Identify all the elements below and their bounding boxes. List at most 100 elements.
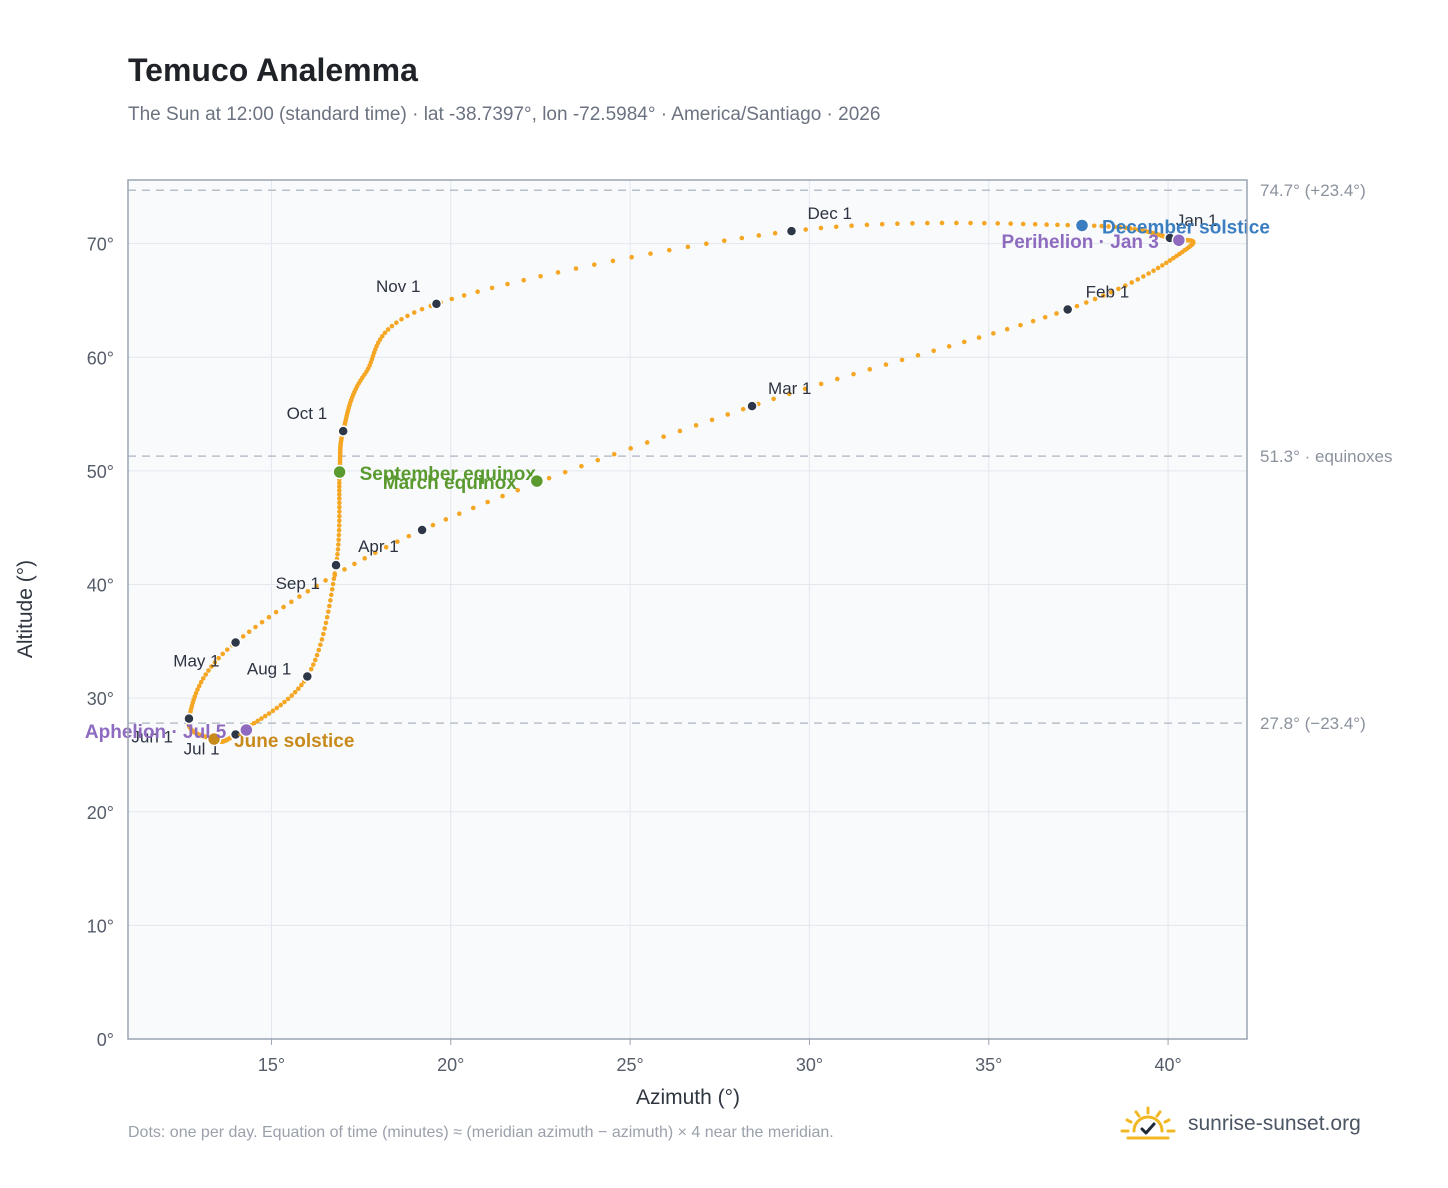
daily-sun-dot (925, 220, 930, 226)
month-label: Jan 1 (1176, 211, 1218, 230)
month-label: Aug 1 (247, 660, 291, 679)
daily-sun-dot (216, 655, 221, 661)
daily-sun-dot (337, 464, 343, 470)
daily-sun-dot (337, 448, 343, 453)
daily-sun-dot (818, 225, 824, 231)
daily-sun-dot (1004, 326, 1010, 332)
daily-sun-dot (215, 738, 221, 744)
daily-sun-dot (337, 449, 343, 455)
daily-sun-dot (289, 693, 295, 698)
daily-sun-dot (274, 705, 280, 711)
daily-sun-dot (281, 604, 286, 610)
daily-sun-dot (406, 533, 412, 539)
daily-sun-dot (1141, 274, 1146, 279)
daily-sun-dot (336, 527, 342, 533)
daily-sun-dot (365, 366, 371, 371)
daily-sun-dot (1074, 303, 1080, 309)
daily-sun-dot (337, 451, 343, 457)
daily-sun-dot (316, 647, 322, 653)
daily-sun-dot (233, 731, 239, 737)
daily-sun-dot (221, 738, 227, 744)
daily-sun-dot (218, 739, 223, 744)
daily-sun-dot (521, 277, 526, 283)
daily-sun-dot (1186, 244, 1192, 250)
daily-sun-dot (224, 647, 230, 652)
daily-sun-dot (1191, 240, 1196, 245)
daily-sun-dot (338, 439, 344, 444)
daily-sun-dot (253, 624, 258, 630)
daily-sun-dot (327, 603, 332, 609)
daily-sun-dot (337, 480, 342, 486)
event-marker (1074, 218, 1090, 233)
month-marker (1061, 303, 1074, 316)
daily-sun-dot (337, 461, 343, 467)
daily-sun-dot (191, 729, 196, 734)
daily-sun-dot (1179, 237, 1184, 242)
daily-sun-dot (208, 735, 214, 741)
daily-sun-dot (1030, 318, 1036, 324)
daily-sun-dot (1044, 222, 1049, 227)
daily-sun-dot (337, 455, 343, 460)
daily-sun-dot (895, 221, 900, 226)
daily-sun-dot (756, 233, 762, 238)
daily-sun-dot (329, 592, 334, 598)
daily-sun-dot (573, 266, 579, 271)
month-markers: Jan 1 Feb 1 Mar 1 Apr 1 May 1 Jun 1 Jul 1 Aug 1… (131, 204, 1217, 758)
daily-sun-dot (419, 306, 425, 312)
daily-sun-dot (592, 262, 597, 267)
daily-sun-dot (199, 733, 204, 738)
daily-sun-dot (336, 542, 341, 547)
daily-sun-dot (343, 416, 349, 421)
daily-sun-dot (666, 247, 672, 253)
daily-sun-dot (334, 556, 340, 562)
daily-sun-dot (337, 467, 343, 472)
daily-sun-dot (186, 718, 191, 724)
daily-sun-dot (240, 634, 246, 639)
daily-sun-dot (1155, 265, 1161, 271)
daily-sun-dot (740, 406, 746, 412)
daily-sun-dot (322, 626, 328, 631)
daily-sun-dot (915, 353, 921, 358)
daily-sun-dot (1092, 296, 1098, 302)
daily-sun-dot (197, 732, 202, 738)
daily-sun-dot (1179, 249, 1185, 255)
month-marker (301, 670, 314, 683)
daily-sun-dot (356, 381, 362, 386)
daily-sun-dot (1123, 225, 1128, 231)
daily-sun-dot (368, 360, 374, 365)
daily-sun-dot (1101, 293, 1106, 298)
brand-link[interactable]: sunrise-sunset.org (1118, 1100, 1361, 1148)
daily-sun-dot (579, 463, 584, 469)
daily-sun-dot (296, 686, 301, 691)
daily-sun-dot (323, 620, 329, 626)
daily-sun-dot (354, 383, 360, 389)
daily-sun-dot (187, 711, 193, 717)
month-label: Mar 1 (768, 379, 811, 398)
daily-sun-dot (337, 453, 343, 458)
daily-sun-dot (292, 689, 298, 695)
daily-sun-dot (1184, 237, 1190, 243)
daily-sun-dot (1153, 231, 1159, 237)
daily-sun-dot (867, 367, 873, 372)
daily-sun-dot (1162, 234, 1168, 240)
y-tick-label: 10° (87, 916, 114, 936)
daily-sun-dot (1151, 268, 1156, 273)
x-tick-label: 35° (975, 1055, 1002, 1075)
event-marker (239, 722, 254, 738)
daily-sun-dot (1108, 289, 1114, 295)
daily-sun-dot (235, 638, 240, 644)
daily-sun-dot (1167, 235, 1173, 241)
daily-sun-dot (241, 726, 247, 732)
daily-sun-dot (216, 738, 222, 744)
x-tick-label: 30° (796, 1055, 823, 1075)
daily-sun-dot (217, 739, 223, 744)
daily-sun-dot (217, 738, 222, 744)
daily-sun-dot (337, 470, 342, 475)
daily-sun-dot (305, 588, 311, 594)
daily-sun-dot (324, 614, 330, 620)
daily-sun-dot (321, 631, 326, 637)
daily-sun-dot (212, 736, 218, 742)
daily-sun-dot (411, 310, 417, 315)
daily-sun-dot (228, 735, 233, 741)
daily-sun-dot (314, 652, 320, 658)
